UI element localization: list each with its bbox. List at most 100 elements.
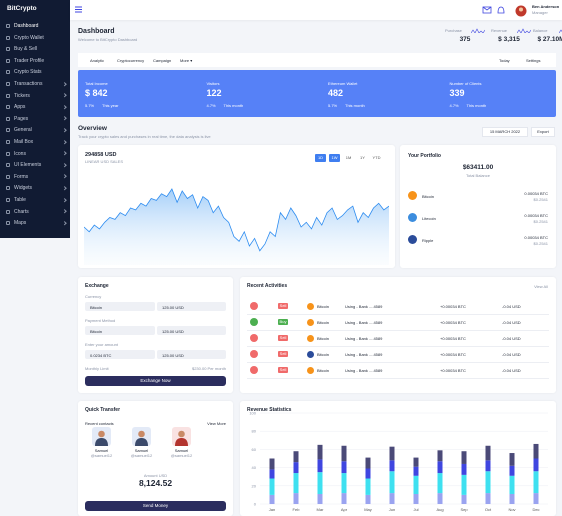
field-input[interactable] <box>157 302 226 311</box>
menu-toggle[interactable] <box>75 6 83 13</box>
contact-avatar[interactable] <box>92 427 111 446</box>
menu-item[interactable]: Mail Box <box>14 139 34 145</box>
menu-item[interactable]: Trader Profile <box>14 57 45 64</box>
tab[interactable]: More ▾ <box>180 58 193 63</box>
date-select[interactable]: 15 MARCH 2022 <box>482 127 528 137</box>
bar-segment <box>485 460 491 472</box>
header-icons[interactable] <box>481 4 551 18</box>
status-dot <box>250 302 258 310</box>
field-right: 125.00 USD <box>162 328 184 334</box>
menu-item[interactable]: Widgets <box>14 185 33 192</box>
activity-coin: Bitcoin <box>317 303 330 309</box>
bar-segment <box>269 469 275 479</box>
range-button[interactable]: 1D <box>315 154 326 162</box>
menu-icon <box>6 198 10 202</box>
range-button[interactable]: 1Y <box>360 155 365 160</box>
banner-period: This month <box>345 103 365 108</box>
menu-icon <box>6 128 10 133</box>
bar-segment <box>437 450 443 462</box>
coin-amount: 0.00034 BTC <box>524 191 548 196</box>
menu-icon <box>6 47 10 52</box>
activity-coin: Bitcoin <box>317 319 330 325</box>
logo[interactable]: BitCrypto <box>7 5 37 12</box>
menu-item[interactable]: General <box>14 127 32 134</box>
field-label: Payment Method <box>85 318 116 323</box>
tab[interactable]: Cryptocurrency <box>117 58 145 63</box>
coin-usd: $0.2541 <box>533 219 548 224</box>
menu-item[interactable]: Pages <box>14 115 29 122</box>
coin-icon <box>408 191 417 200</box>
send-button[interactable]: Send Money <box>85 501 226 511</box>
tab[interactable]: Today <box>499 58 510 63</box>
revenue-card: Revenue Statistics 0 20 40 60 80 100 Jan Feb Mar… <box>240 401 556 516</box>
view-more[interactable]: View More <box>207 421 226 426</box>
chevron <box>62 197 67 202</box>
price-line <box>84 188 389 252</box>
coin-icon <box>408 235 417 244</box>
menu-icon <box>6 186 10 191</box>
exchange-button[interactable]: Exchange Now <box>85 376 226 386</box>
bar-segment <box>533 458 539 472</box>
menu-item[interactable]: Buy & Sell <box>14 46 38 53</box>
banner-period: This month <box>223 103 244 108</box>
menu-icon <box>6 209 10 214</box>
activity-badge: Sell <box>278 351 288 357</box>
bar-segment <box>533 471 539 494</box>
bar-segment <box>461 474 467 495</box>
field-input[interactable] <box>85 326 155 335</box>
chevron <box>62 139 67 144</box>
chevron <box>62 221 67 225</box>
menu-item[interactable]: Dashboard <box>14 23 39 29</box>
chevron <box>62 93 67 98</box>
menu-item[interactable]: Maps <box>14 220 27 227</box>
banner-value: 339 <box>449 88 465 98</box>
export-button[interactable]: Export <box>531 127 555 137</box>
chevron <box>62 209 67 214</box>
menu-icon <box>6 151 10 156</box>
menu-item[interactable]: UI Elements <box>14 162 42 169</box>
activity-usd: -0.04 USD <box>502 335 521 341</box>
y-tick-label: 60 <box>252 447 257 452</box>
price-title: 294858 USD <box>85 152 117 158</box>
tab[interactable]: Analytic <box>90 58 105 63</box>
bar-segment <box>485 493 491 504</box>
x-tick-label: Mar <box>317 507 325 512</box>
view-all[interactable]: View All <box>534 284 548 289</box>
overview-subtitle: Track your crypto sales and purchases in… <box>78 134 211 139</box>
tab[interactable]: Settings <box>526 58 541 63</box>
exchange-card: Exchange Monthly Limit $230.00 Per month… <box>78 277 233 393</box>
field-input[interactable] <box>85 350 155 359</box>
bar-segment <box>437 493 443 504</box>
menu-icon <box>6 24 10 28</box>
range-button[interactable]: YTD <box>372 155 381 160</box>
menu-item[interactable]: Transactions <box>14 81 43 87</box>
field-input[interactable] <box>157 326 226 335</box>
bar-segment <box>293 493 299 504</box>
tab[interactable]: Campaign <box>153 58 172 63</box>
menu-item[interactable]: Apps <box>14 104 26 111</box>
banner-period: This year <box>102 103 119 108</box>
range-button[interactable]: 1M <box>345 155 352 160</box>
menu-item[interactable]: Charts <box>14 208 29 215</box>
status-dot <box>250 350 258 358</box>
menu-item[interactable]: Crypto Stats <box>14 69 42 76</box>
banner-label: Number of Clients <box>449 81 482 86</box>
menu-item[interactable]: Forms <box>14 173 29 180</box>
menu-icon <box>6 163 10 168</box>
field-input[interactable] <box>157 350 226 359</box>
menu-item[interactable]: Tickers <box>14 92 30 99</box>
bar-segment <box>389 460 395 472</box>
stat-sparkline <box>517 28 531 33</box>
coin-icon <box>307 350 314 358</box>
contact-avatar[interactable] <box>132 427 151 446</box>
menu-item[interactable]: Table <box>14 197 26 203</box>
menu-item[interactable]: Crypto Wallet <box>14 34 44 41</box>
contact-avatar[interactable] <box>172 427 191 446</box>
chevron <box>62 105 67 109</box>
status-dot <box>250 318 258 326</box>
range-button[interactable]: 1W <box>329 154 340 162</box>
coin-name: Bitcoin <box>422 193 435 199</box>
menu-item[interactable]: Icons <box>14 150 26 157</box>
activity-amount: +0.00034 BTC <box>440 367 466 373</box>
field-input[interactable] <box>85 302 155 311</box>
